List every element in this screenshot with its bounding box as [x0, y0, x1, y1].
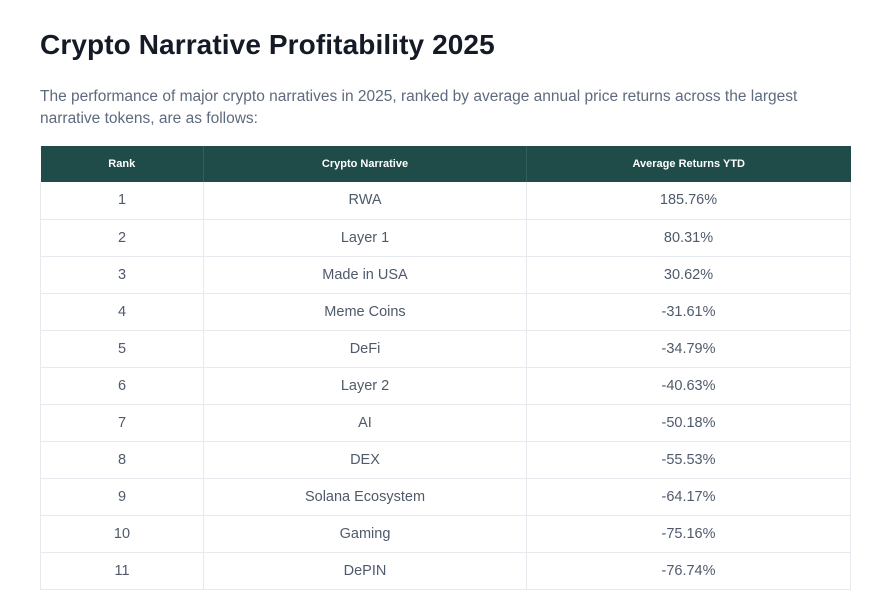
narrative-returns-table: Rank Crypto Narrative Average Returns YT…: [40, 146, 851, 590]
narrative-cell: RWA: [203, 182, 527, 220]
narrative-cell: Gaming: [203, 515, 527, 553]
narrative-cell: Layer 2: [203, 367, 527, 405]
table-row: 11 DePIN -76.74%: [40, 552, 851, 590]
narrative-cell: AI: [203, 404, 527, 442]
rank-cell: 8: [40, 441, 204, 479]
narrative-cell: Solana Ecosystem: [203, 478, 527, 516]
rank-cell: 10: [40, 515, 204, 553]
returns-cell: -34.79%: [526, 330, 851, 368]
narrative-cell: Layer 1: [203, 219, 527, 257]
returns-cell: -64.17%: [526, 478, 851, 516]
table-row: 7 AI -50.18%: [40, 404, 851, 442]
returns-cell: -76.74%: [526, 552, 851, 590]
table-row: 4 Meme Coins -31.61%: [40, 293, 851, 331]
table-row: 5 DeFi -34.79%: [40, 330, 851, 368]
returns-cell: 80.31%: [526, 219, 851, 257]
rank-cell: 2: [40, 219, 204, 257]
rank-cell: 6: [40, 367, 204, 405]
table-row: 8 DEX -55.53%: [40, 441, 851, 479]
returns-cell: -31.61%: [526, 293, 851, 331]
rank-cell: 3: [40, 256, 204, 294]
table-row: 1 RWA 185.76%: [40, 182, 851, 220]
page-title: Crypto Narrative Profitability 2025: [40, 29, 495, 60]
table-row: 9 Solana Ecosystem -64.17%: [40, 478, 851, 516]
header-rank: Rank: [40, 146, 204, 182]
returns-cell: 185.76%: [526, 182, 851, 220]
table-row: 10 Gaming -75.16%: [40, 515, 851, 553]
narrative-cell: Meme Coins: [203, 293, 527, 331]
returns-cell: 30.62%: [526, 256, 851, 294]
rank-cell: 9: [40, 478, 204, 516]
narrative-cell: Made in USA: [203, 256, 527, 294]
rank-cell: 1: [40, 182, 204, 220]
returns-cell: -55.53%: [526, 441, 851, 479]
narrative-cell: DEX: [203, 441, 527, 479]
header-average-returns: Average Returns YTD: [526, 146, 851, 182]
rank-cell: 11: [40, 552, 204, 590]
table-row: 2 Layer 1 80.31%: [40, 219, 851, 257]
table-header: Rank Crypto Narrative Average Returns YT…: [40, 146, 851, 182]
table-body: 1 RWA 185.76% 2 Layer 1 80.31% 3 Made in…: [40, 182, 851, 590]
table-row: 6 Layer 2 -40.63%: [40, 367, 851, 405]
narrative-cell: DeFi: [203, 330, 527, 368]
returns-cell: -50.18%: [526, 404, 851, 442]
table-header-row: Rank Crypto Narrative Average Returns YT…: [40, 146, 851, 182]
rank-cell: 5: [40, 330, 204, 368]
intro-paragraph: The performance of major crypto narrativ…: [40, 88, 798, 127]
narrative-cell: DePIN: [203, 552, 527, 590]
header-crypto-narrative: Crypto Narrative: [203, 146, 527, 182]
rank-cell: 7: [40, 404, 204, 442]
returns-cell: -40.63%: [526, 367, 851, 405]
rank-cell: 4: [40, 293, 204, 331]
returns-cell: -75.16%: [526, 515, 851, 553]
table-row: 3 Made in USA 30.62%: [40, 256, 851, 294]
